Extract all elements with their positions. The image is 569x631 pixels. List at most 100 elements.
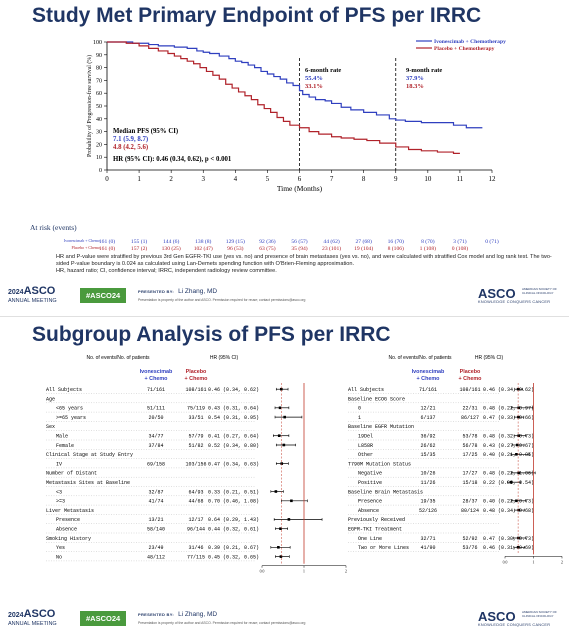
annual-meeting-text: ANNUAL MEETING — [8, 621, 57, 627]
km-slide: Study Met Primary Endpoint of PFS per IR… — [0, 0, 569, 309]
ivo-count: 32/71 — [420, 536, 435, 542]
pbo-header: Placebo — [186, 369, 207, 375]
y-tick-label: 20 — [96, 142, 102, 148]
annual-meeting-text: ANNUAL MEETING — [8, 298, 57, 304]
at-risk-ivo-value: 144 (6) — [163, 238, 179, 245]
at-risk-ivo-value: 161 (0) — [99, 238, 115, 245]
subgroup-label: Yes — [56, 545, 65, 551]
hr-value: 0.39 (0.21, 0.67) — [208, 545, 259, 551]
pbo-count: 17/27 — [462, 471, 477, 477]
y-axis-label: Probability of Progression-free survival… — [86, 55, 93, 157]
hr-value: 0.22 (0.09, 0.54) — [483, 480, 534, 486]
footnote-text: HR and P-value were stratified by previo… — [56, 254, 552, 267]
pbo-count: 44/68 — [188, 499, 203, 505]
km-footnote: HR and P-value were stratified by previo… — [56, 254, 556, 275]
y-tick-label: 0 — [99, 168, 102, 174]
hr-point — [509, 480, 513, 484]
ivo-count: 52/126 — [419, 508, 437, 514]
at-risk-ivo-value: 0 (71) — [485, 238, 499, 245]
hr-value: 0.47 (0.34, 0.63) — [208, 461, 259, 467]
x-tick-label: 12 — [489, 175, 497, 183]
ivo-count: 51/111 — [147, 406, 165, 412]
x-tick-label: 10 — [424, 175, 432, 183]
subgroup-label: Presence — [56, 517, 80, 523]
y-tick-label: 80 — [96, 66, 102, 72]
hr-point — [279, 527, 282, 530]
ivo-header: + Chemo — [145, 376, 169, 382]
ivo-count: 15/35 — [420, 452, 435, 458]
x-tick-label: 6 — [298, 175, 302, 183]
pbo-count: 57/79 — [188, 434, 203, 440]
hr-value: 0.41 (0.27, 0.64) — [208, 434, 259, 440]
hr-value: 0.40 (0.22, 0.73) — [483, 499, 534, 505]
pbo-count: 53/76 — [462, 545, 477, 551]
asco-logo: ASCO AMERICAN SOCIETY OF CLINICAL ONCOLOG… — [478, 286, 557, 301]
subgroup-label: All Subjects — [46, 387, 82, 393]
subgroup-label: Absence — [358, 508, 379, 514]
x-tick-label: 8 — [362, 175, 366, 183]
hr-value: 0.45 (0.32, 0.65) — [208, 554, 259, 560]
hr-point — [287, 518, 291, 521]
hr-value: 0.48 (0.22, 1.06) — [483, 471, 534, 477]
y-tick-label: 10 — [96, 155, 102, 161]
pbo-count: 103/156 — [185, 461, 206, 467]
y-tick-label: 30 — [96, 130, 102, 136]
median-pbo: 4.8 (4.2, 5.6) — [113, 144, 148, 151]
hr-point — [517, 434, 520, 437]
kcc-tagline: KNOWLEDGE CONQUERS CANCER — [478, 300, 551, 304]
y-tick-label: 50 — [96, 104, 102, 110]
subgroup-label: Baseline Brain Metastasis — [348, 489, 423, 495]
forest-tick-label: 0.0 — [503, 560, 508, 564]
hr-point — [517, 415, 520, 419]
subgroup-label: Male — [56, 434, 68, 440]
pbo-count: 108/161 — [185, 387, 206, 393]
hr-value: 0.44 (0.32, 0.61) — [208, 527, 259, 533]
subgroup-label: Baseline ECOG Score — [348, 396, 405, 402]
pbo-header: Placebo — [460, 369, 481, 375]
pbo-count: 56/78 — [462, 443, 477, 449]
pbo-count: 86/127 — [461, 415, 479, 421]
asco-year: 2024 — [8, 612, 24, 619]
hr-point — [515, 499, 518, 503]
asco-year: 2024 — [8, 289, 24, 296]
forest-chart: No. of events/No. of patients HR (95% CI)… — [46, 355, 563, 574]
hr-point — [517, 471, 520, 475]
rate-6m-pbo: 33.1% — [305, 83, 323, 90]
pbo-count: 77/115 — [187, 554, 205, 560]
hr-point — [277, 434, 281, 437]
asco-word: ASCO — [23, 285, 56, 297]
hr-value: 0.48 (0.32, 0.73) — [483, 434, 534, 440]
hr-value: 0.70 (0.46, 1.08) — [208, 499, 259, 505]
at-risk-pbo-value: 161 (0) — [99, 245, 115, 252]
subgroup-label: Sex — [46, 424, 55, 430]
forest-tick-label: 0.0 — [260, 570, 265, 574]
pbo-count: 80/124 — [461, 508, 479, 514]
presenter-name: Li Zhang, MD — [178, 288, 218, 295]
at-risk-pbo-value: 157 (2) — [131, 245, 147, 252]
ivo-count: 37/84 — [148, 443, 163, 449]
hr-point — [517, 406, 520, 410]
at-risk-pbo-value: 19 (104) — [354, 245, 373, 252]
ivo-count: 20/50 — [148, 415, 163, 421]
hr-point — [515, 443, 519, 447]
subgroup-label: Smoking History — [46, 536, 91, 542]
x-tick-label: 9 — [394, 175, 398, 183]
at-risk-label: At risk (events) — [30, 223, 77, 232]
median-ivo: 7.1 (5.9, 8.7) — [113, 136, 148, 143]
x-tick-label: 1 — [137, 175, 141, 183]
subgroup-label: IV — [56, 461, 62, 467]
rate-6m-ivo: 55.4% — [305, 75, 323, 82]
asco-logo: ASCO AMERICAN SOCIETY OF CLINICAL ONCOLOG… — [478, 609, 557, 624]
hr-point — [282, 443, 286, 447]
x-tick-label: 5 — [266, 175, 270, 183]
subgroup-label: Metastasis Sites at Baseline — [46, 480, 130, 486]
ivo-header: + Chemo — [417, 376, 441, 382]
subgroup-label: T790M Mutation Status — [348, 461, 411, 467]
pbo-count: 17/25 — [462, 452, 477, 458]
at-risk-ivo-value: 3 (71) — [453, 238, 467, 245]
x-tick-label: 7 — [330, 175, 334, 183]
subgroup-label: EGFR-TKI Treatment — [348, 527, 402, 533]
rate-9m-ivo: 37.9% — [406, 75, 424, 82]
legend-label: Ivonescimab + Chemotherapy — [434, 39, 506, 45]
hr-point — [274, 490, 278, 493]
